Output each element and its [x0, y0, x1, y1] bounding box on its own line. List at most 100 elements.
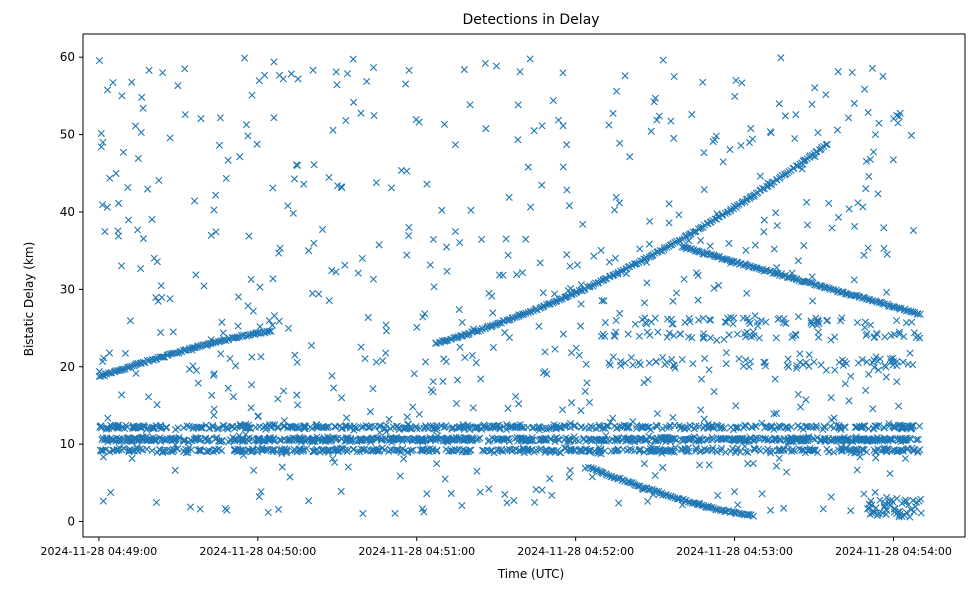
false-alarms-point	[669, 297, 677, 305]
stationary-bands-late-point	[668, 355, 676, 364]
stationary-clutter-point	[565, 436, 573, 444]
target-1b-point	[474, 327, 482, 335]
stationary-clutter-point	[692, 437, 700, 445]
stationary-clutter-point	[847, 446, 855, 454]
stationary-clutter-point	[744, 448, 752, 456]
target-2-point	[904, 307, 913, 315]
false-alarms-point	[792, 331, 800, 339]
false-alarms-point	[192, 271, 200, 279]
stationary-clutter-point	[261, 445, 269, 454]
stationary-clutter-point	[211, 435, 219, 443]
stationary-clutter-point	[680, 425, 688, 433]
stationary-clutter-point	[543, 446, 551, 454]
false-alarms-point	[455, 305, 463, 314]
false-alarms-point	[894, 402, 903, 410]
stationary-clutter-point	[171, 435, 180, 443]
stationary-clutter-point	[681, 445, 689, 453]
false-alarms-point	[773, 264, 781, 272]
false-alarms-point	[822, 366, 830, 374]
target-1b-point	[636, 257, 645, 265]
stationary-clutter-point	[162, 424, 170, 432]
false-alarms-point	[879, 72, 887, 80]
false-alarms-point	[844, 114, 853, 122]
false-alarms-point	[257, 488, 265, 496]
stationary-clutter-point	[396, 447, 404, 455]
stationary-bands-late-point	[706, 334, 715, 342]
target-2-point	[678, 243, 686, 251]
false-alarms-point	[153, 401, 161, 409]
false-alarms-point	[265, 316, 273, 325]
stationary-bands-late-point	[621, 359, 629, 367]
target-1b-point	[544, 300, 552, 308]
false-alarms-point	[315, 290, 323, 298]
stationary-clutter-point	[825, 447, 834, 456]
false-alarms-point	[695, 499, 703, 507]
stationary-clutter-point	[308, 436, 316, 444]
false-alarms-point	[433, 432, 442, 440]
stationary-clutter-point	[412, 422, 420, 431]
false-alarms-point	[860, 421, 869, 430]
stationary-clutter-point	[324, 446, 332, 455]
false-alarms-point	[850, 276, 858, 284]
false-alarms-point	[270, 114, 278, 122]
x-axis-label: Time (UTC)	[497, 567, 564, 581]
false-alarms-point	[643, 258, 651, 267]
stationary-clutter-point	[821, 434, 829, 442]
target-1b-point	[495, 319, 504, 327]
stationary-clutter-point	[334, 448, 342, 456]
false-alarms-point	[579, 220, 587, 228]
false-alarms-point	[583, 379, 591, 387]
stationary-clutter-point	[717, 435, 725, 444]
target-1b-point	[586, 282, 594, 290]
stationary-clutter-point	[814, 448, 822, 457]
false-alarms-point	[649, 490, 657, 499]
stationary-clutter-point	[283, 446, 291, 454]
false-alarms-point	[572, 344, 580, 352]
false-alarms-point	[148, 215, 156, 224]
false-alarms-point	[530, 127, 538, 135]
false-alarms-point	[325, 173, 333, 182]
false-alarms-point	[585, 398, 594, 406]
false-alarms-point	[304, 247, 313, 255]
false-alarms-point	[737, 141, 745, 150]
false-alarms-point	[848, 68, 856, 77]
stationary-clutter-point	[324, 435, 332, 443]
stationary-clutter-point	[267, 447, 275, 455]
stationary-clutter-point	[209, 422, 217, 430]
stationary-clutter-point	[113, 424, 121, 432]
false-alarms-point	[670, 134, 678, 142]
false-alarms-point	[138, 93, 146, 101]
false-alarms-point	[439, 377, 447, 385]
stationary-bands-late-point	[684, 333, 693, 341]
false-alarms-point	[636, 361, 644, 369]
false-alarms-point	[758, 490, 766, 498]
false-alarms-point	[524, 163, 532, 171]
stationary-clutter-point	[396, 435, 404, 443]
stationary-clutter-point	[732, 424, 740, 432]
false-alarms-point	[794, 257, 802, 265]
target-3-point	[590, 465, 598, 473]
false-alarms-point	[862, 185, 870, 193]
false-alarms-point	[559, 122, 567, 130]
stationary-clutter-point	[858, 422, 866, 430]
false-alarms-point	[875, 119, 883, 127]
false-alarms-point	[861, 323, 869, 332]
false-alarms-point	[522, 235, 530, 243]
stationary-clutter-point	[310, 447, 318, 456]
false-alarms-point	[577, 281, 585, 289]
false-alarms-point	[504, 251, 512, 259]
target-1b-point	[624, 263, 632, 271]
false-alarms-point	[747, 124, 755, 133]
stationary-clutter-point	[751, 445, 760, 453]
false-alarms-point	[780, 504, 788, 512]
false-alarms-point	[659, 463, 667, 472]
false-alarms-point	[274, 395, 282, 403]
false-alarms-point	[289, 209, 297, 217]
false-alarms-point	[134, 154, 142, 163]
stationary-bands-late-point	[793, 362, 801, 370]
false-alarms-point	[622, 270, 631, 278]
false-alarms-point	[779, 318, 788, 327]
stationary-clutter-point	[776, 437, 784, 445]
false-alarms-point	[850, 222, 859, 231]
